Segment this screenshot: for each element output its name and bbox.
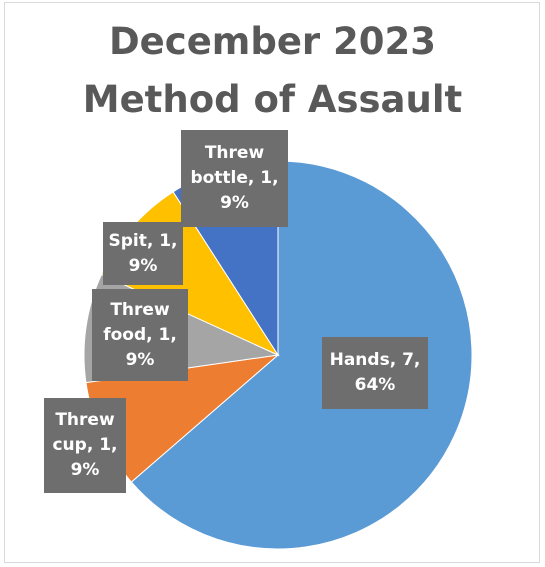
chart-title-line-1: December 2023 <box>108 20 437 63</box>
data-label-spit: Spit, 1, 9% <box>103 222 183 285</box>
data-label-threw-cup-line-3: 9% <box>70 460 100 480</box>
chart-title-line-2: Method of Assault <box>82 78 463 121</box>
data-label-threw-food: Threw food, 1, 9% <box>92 289 188 381</box>
data-label-threw-bottle: Threw bottle, 1, 9% <box>181 130 288 227</box>
data-label-spit-line-1: Spit, 1, <box>108 230 178 251</box>
data-label-threw-bottle-line-3: 9% <box>220 193 249 213</box>
data-label-threw-food-line-2: food, 1, <box>103 324 177 345</box>
data-label-threw-bottle-line-1: Threw <box>204 143 265 163</box>
data-label-threw-cup: Threw cup, 1, 9% <box>44 398 126 493</box>
data-label-hands-line-1: Hands, 7, <box>329 350 421 370</box>
data-label-threw-cup-line-2: cup, 1, <box>52 435 118 455</box>
data-label-threw-cup-line-1: Threw <box>55 410 115 430</box>
data-label-threw-bottle-line-2: bottle, 1, <box>190 168 279 188</box>
data-label-hands: Hands, 7, 64% <box>322 337 428 409</box>
pie-slice-hands <box>130 160 473 550</box>
data-label-spit-line-2: 9% <box>128 255 158 276</box>
data-label-threw-food-line-1: Threw <box>110 299 170 320</box>
data-label-threw-food-line-3: 9% <box>125 349 155 370</box>
data-label-hands-line-2: 64% <box>354 375 396 395</box>
